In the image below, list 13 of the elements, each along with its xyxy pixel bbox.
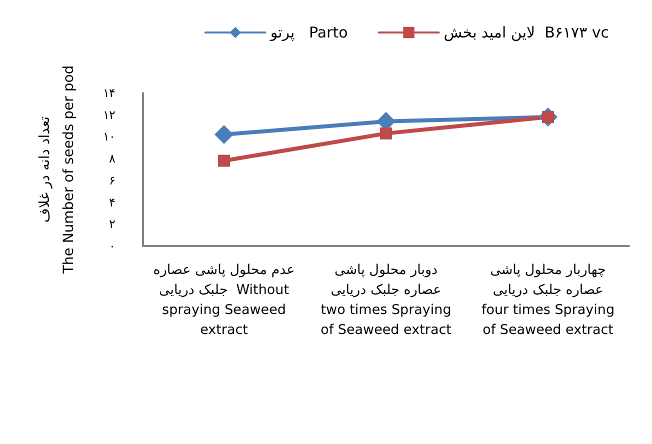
y-tick-label: ۰ [109, 239, 115, 253]
y-tick-label: ۲ [109, 217, 115, 232]
point [214, 125, 234, 144]
y-tick-label: ۱۴ [103, 86, 115, 100]
point [380, 127, 392, 140]
y-tick-label: ۶ [109, 173, 115, 188]
legend-label: لاین امید بخش B۶۱۷۳ vc [444, 24, 610, 42]
y-tick-label: ۱۰ [103, 130, 115, 144]
point [218, 154, 230, 167]
legend-label: پرتو Parto [269, 24, 348, 42]
y-tick-label: ۱۲ [103, 108, 115, 122]
y-tick-label: ۸ [109, 152, 116, 166]
y-tick-label: ۴ [109, 195, 115, 210]
